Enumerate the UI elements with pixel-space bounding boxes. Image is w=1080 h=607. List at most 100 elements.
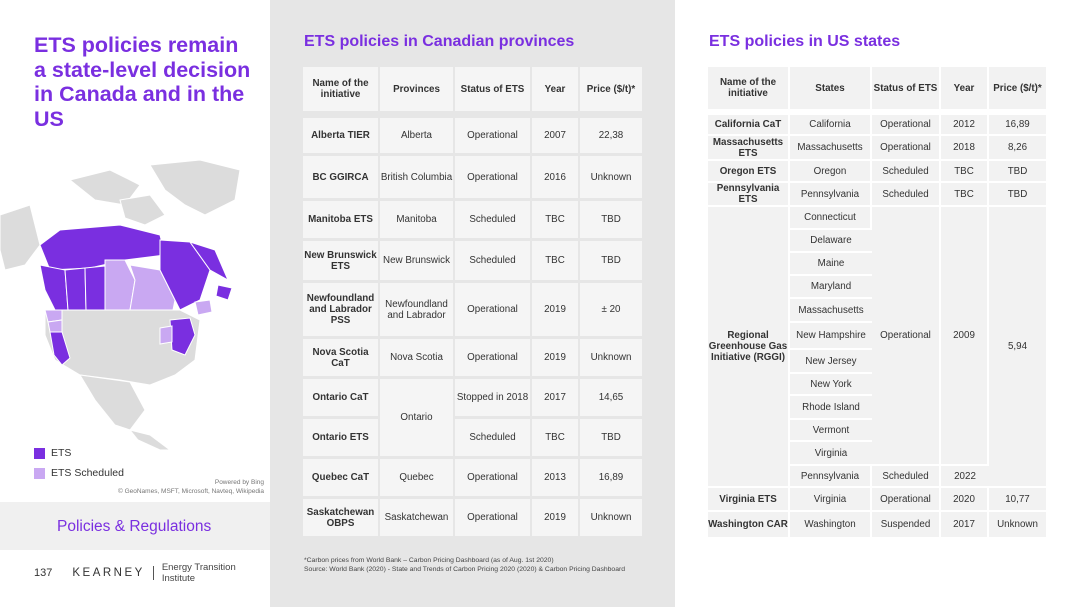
cell: 10,77: [989, 488, 1046, 512]
header-cell: Price ($/t)*: [989, 67, 1046, 115]
header-cell: States: [790, 67, 872, 115]
page-number: 137: [34, 567, 53, 579]
table-row: Pennsylvania Scheduled 2022: [708, 466, 1046, 488]
table-header-row: Name of the initiative States Status of …: [708, 67, 1046, 115]
table-row: Virginia: [708, 442, 1046, 466]
cell: 2018: [941, 136, 989, 161]
canada-table: Name of the initiative Provinces Status …: [303, 67, 642, 539]
table-row: Massachusetts: [708, 299, 1046, 323]
table-row: New Hampshire: [708, 323, 1046, 350]
cell: TBD: [989, 161, 1046, 183]
section-bar: Policies & Regulations: [0, 502, 270, 550]
table-row: Manitoba ETS Manitoba Scheduled TBC TBD: [303, 201, 642, 241]
cell: 2013: [532, 459, 580, 499]
cell: TBC: [532, 201, 580, 241]
cell: Alberta: [380, 118, 455, 156]
cell: Quebec: [380, 459, 455, 499]
cell: California: [790, 115, 872, 136]
copyright: © GeoNames, MSFT, Microsoft, Navteq, Wik…: [117, 488, 264, 495]
cell: Scheduled: [872, 466, 941, 488]
header-cell: Status of ETS: [455, 67, 532, 118]
cell: 2019: [532, 499, 580, 539]
cell: 2019: [532, 339, 580, 379]
cell: Alberta TIER: [303, 118, 380, 156]
table-row: Maryland: [708, 276, 1046, 299]
cell: TBC: [532, 419, 580, 459]
header-cell: Year: [941, 67, 989, 115]
cell: Manitoba: [380, 201, 455, 241]
cell: Nova Scotia: [380, 339, 455, 379]
cell: Operational: [455, 156, 532, 201]
table-header-row: Name of the initiative Provinces Status …: [303, 67, 642, 118]
table-row: New Jersey: [708, 350, 1046, 374]
rggi-price: 5,94: [989, 207, 1046, 488]
cell: Oregon ETS: [708, 161, 790, 183]
table-row: Virginia ETS Virginia Operational 2020 1…: [708, 488, 1046, 512]
table-row: New York: [708, 374, 1046, 396]
us-title: ETS policies in US states: [709, 33, 901, 50]
cell: New Brunswick ETS: [303, 241, 380, 283]
footnote-source: Source: World Bank (2020) - State and Tr…: [304, 566, 626, 573]
table-row: Washington CAR Washington Suspended 2017…: [708, 512, 1046, 539]
table-row: Pennsylvania ETS Pennsylvania Scheduled …: [708, 183, 1046, 207]
cell: New Brunswick: [380, 241, 455, 283]
cell: 2017: [941, 512, 989, 539]
cell: Pennsylvania: [790, 466, 872, 488]
cell: Operational: [872, 136, 941, 161]
legend-scheduled-swatch: [34, 467, 45, 479]
cell: Newfoundland and Labrador: [380, 283, 455, 339]
table-row: Ontario ETS Scheduled TBC TBD: [303, 419, 642, 459]
legend-ets-label: ETS: [51, 447, 72, 459]
table-row: Quebec CaT Quebec Operational 2013 16,89: [303, 459, 642, 499]
cell: California CaT: [708, 115, 790, 136]
cell: TBC: [532, 241, 580, 283]
cell: British Columbia: [380, 156, 455, 201]
cell: ± 20: [580, 283, 642, 339]
cell: Quebec CaT: [303, 459, 380, 499]
rggi-status: Operational: [872, 207, 941, 466]
table-row: California CaT California Operational 20…: [708, 115, 1046, 136]
table-row: BC GGIRCA British Columbia Operational 2…: [303, 156, 642, 201]
cell: 22,38: [580, 118, 642, 156]
cell: Washington CAR: [708, 512, 790, 539]
cell: Manitoba ETS: [303, 201, 380, 241]
cell: Scheduled: [455, 201, 532, 241]
section-label: Policies & Regulations: [57, 518, 212, 535]
cell: Connecticut: [790, 207, 872, 230]
header-cell: Price ($/t)*: [580, 67, 642, 118]
cell: Nova Scotia CaT: [303, 339, 380, 379]
cell: Pennsylvania: [790, 183, 872, 207]
cell: 16,89: [989, 115, 1046, 136]
footnote-prices: *Carbon prices from World Bank – Carbon …: [304, 557, 554, 564]
cell: 2007: [532, 118, 580, 156]
cell: Virginia ETS: [708, 488, 790, 512]
table-row: Oregon ETS Oregon Scheduled TBC TBD: [708, 161, 1046, 183]
north-america-map: [0, 160, 241, 450]
cell: 2019: [532, 283, 580, 339]
legend-scheduled-label: ETS Scheduled: [51, 467, 124, 479]
cell: Massachusetts: [790, 136, 872, 161]
cell: 2016: [532, 156, 580, 201]
cell: Massachusetts ETS: [708, 136, 790, 161]
slide-title: ETS policies remain a state-level decisi…: [34, 33, 251, 131]
table-row: Nova Scotia CaT Nova Scotia Operational …: [303, 339, 642, 379]
cell: 2022: [941, 466, 989, 488]
cell: Operational: [872, 115, 941, 136]
cell: Operational: [455, 339, 532, 379]
cell: Saskatchewan OBPS: [303, 499, 380, 539]
table-row: Newfoundland and Labrador PSS Newfoundla…: [303, 283, 642, 339]
table-row: Regional Greenhouse Gas Initiative (RGGI…: [708, 207, 1046, 488]
cell: Massachusetts: [790, 299, 872, 323]
cell: BC GGIRCA: [303, 156, 380, 201]
cell: Maine: [790, 253, 872, 276]
cell: 2020: [941, 488, 989, 512]
cell: New York: [790, 374, 872, 396]
cell: Ontario ETS: [303, 419, 380, 459]
cell: Unknown: [580, 499, 642, 539]
footnotes: *Carbon prices from World Bank – Carbon …: [304, 556, 625, 574]
cell: Ontario: [380, 379, 455, 459]
cell: 2012: [941, 115, 989, 136]
cell: Stopped in 2018: [455, 379, 532, 419]
cell: 8,26: [989, 136, 1046, 161]
cell: 14,65: [580, 379, 642, 419]
